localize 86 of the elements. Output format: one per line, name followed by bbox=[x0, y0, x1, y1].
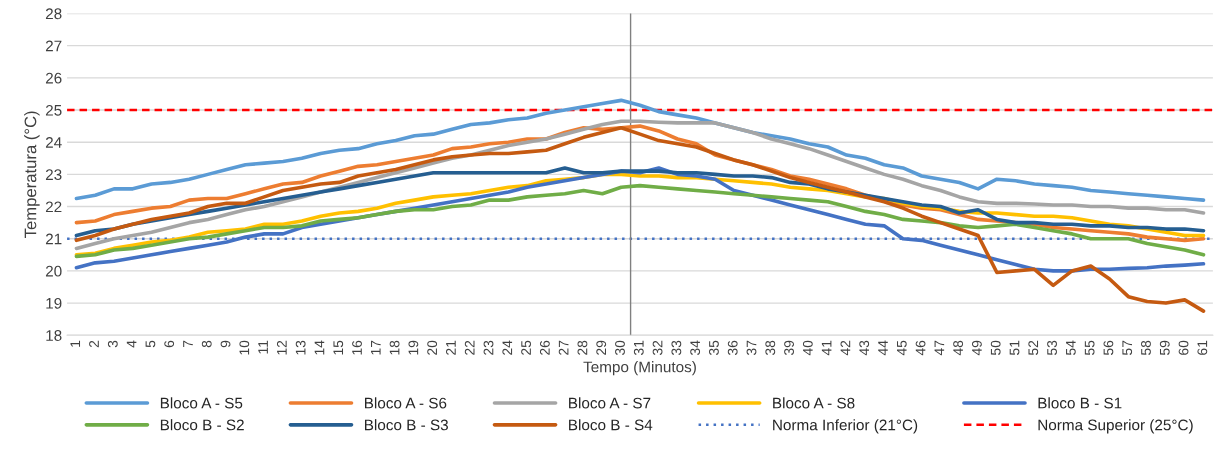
x-tick-label: 31 bbox=[633, 340, 644, 356]
y-tick-label: 25 bbox=[45, 104, 62, 116]
x-tick-label: 26 bbox=[539, 340, 550, 355]
x-tick-label: 41 bbox=[821, 340, 832, 356]
x-tick-label: 56 bbox=[1103, 340, 1114, 355]
x-tick-label: 21 bbox=[446, 340, 456, 355]
x-tick-label: 5 bbox=[145, 340, 156, 348]
x-tick-label: 18 bbox=[389, 340, 400, 355]
x-tick-label: 46 bbox=[915, 340, 926, 356]
x-axis-title: Tempo (Minutos) bbox=[583, 361, 696, 376]
legend-label: Bloco A - S8 bbox=[773, 397, 855, 409]
legend-label: Norma Inferior (21°C) bbox=[773, 419, 918, 434]
x-tick-label: 40 bbox=[802, 340, 813, 356]
y-tick-label: 20 bbox=[45, 265, 62, 277]
x-tick-label: 42 bbox=[840, 340, 851, 356]
x-tick-label: 23 bbox=[483, 340, 494, 355]
x-tick-label: 38 bbox=[765, 340, 776, 356]
y-tick-label: 23 bbox=[45, 169, 62, 181]
x-tick-label: 27 bbox=[558, 340, 569, 355]
x-tick-label: 25 bbox=[521, 340, 531, 355]
x-tick-label: 53 bbox=[1047, 340, 1057, 355]
x-tick-label: 47 bbox=[934, 340, 945, 356]
x-tick-label: 52 bbox=[1028, 340, 1039, 355]
x-tick-label: 10 bbox=[239, 340, 250, 355]
y-tick-label: 28 bbox=[45, 8, 62, 20]
legend-label: Bloco A - S7 bbox=[569, 397, 651, 409]
y-tick-label: 19 bbox=[46, 297, 62, 309]
x-tick-label: 12 bbox=[276, 340, 287, 355]
x-tick-label: 54 bbox=[1066, 340, 1076, 355]
x-tick-label: 9 bbox=[220, 340, 231, 348]
x-tick-label: 8 bbox=[201, 340, 212, 348]
x-tick-label: 39 bbox=[784, 340, 794, 356]
x-tick-label: 45 bbox=[897, 340, 907, 356]
x-tick-label: 43 bbox=[859, 340, 870, 356]
x-tick-label: 20 bbox=[427, 340, 438, 355]
line-series bbox=[74, 125, 1206, 313]
x-tick-label: 35 bbox=[709, 340, 719, 356]
x-tick-label: 15 bbox=[333, 340, 344, 355]
x-tick-label: 7 bbox=[183, 340, 193, 348]
x-tick-label: 61 bbox=[1197, 340, 1208, 355]
x-tick-label: 30 bbox=[615, 340, 625, 356]
line-series bbox=[74, 98, 1206, 202]
x-tick-label: 37 bbox=[746, 340, 757, 356]
y-tick-label: 26 bbox=[45, 72, 62, 84]
x-tick-label: 44 bbox=[878, 340, 888, 356]
x-tick-label: 14 bbox=[314, 340, 325, 355]
y-axis-title: Temperatura (°C) bbox=[24, 111, 40, 238]
x-tick-label: 6 bbox=[164, 340, 175, 348]
legend-label: Bloco A - S6 bbox=[364, 397, 447, 409]
x-tick-label: 34 bbox=[690, 340, 701, 356]
legend-label: Bloco B - S4 bbox=[569, 419, 653, 431]
x-tick-label: 1 bbox=[70, 340, 81, 347]
x-tick-label: 28 bbox=[577, 340, 588, 355]
x-tick-label: 2 bbox=[89, 340, 99, 348]
x-tick-label: 17 bbox=[371, 340, 381, 355]
x-tick-label: 51 bbox=[1009, 340, 1020, 355]
legend-label: Bloco B - S2 bbox=[160, 419, 244, 431]
legend-label: Bloco B - S3 bbox=[364, 419, 448, 431]
x-tick-label: 29 bbox=[596, 340, 607, 355]
x-tick-label: 57 bbox=[1122, 340, 1133, 355]
x-tick-label: 11 bbox=[258, 340, 268, 354]
x-tick-label: 36 bbox=[727, 340, 738, 356]
x-tick-label: 24 bbox=[502, 340, 513, 355]
x-tick-label: 3 bbox=[107, 340, 118, 348]
x-tick-label: 55 bbox=[1084, 340, 1095, 355]
x-tick-label: 19 bbox=[408, 340, 419, 355]
x-tick-label: 60 bbox=[1178, 340, 1189, 355]
x-tick-label: 58 bbox=[1141, 340, 1151, 355]
x-tick-label: 33 bbox=[671, 340, 682, 356]
x-tick-label: 49 bbox=[971, 340, 982, 356]
x-tick-label: 4 bbox=[126, 340, 137, 348]
y-tick-label: 21 bbox=[45, 233, 62, 245]
legend-label: Bloco A - S5 bbox=[160, 397, 243, 409]
legend-label: Norma Superior (25°C) bbox=[1038, 419, 1193, 434]
x-tick-label: 59 bbox=[1159, 340, 1170, 355]
x-tick-label: 22 bbox=[464, 340, 475, 355]
x-tick-label: 48 bbox=[953, 340, 964, 356]
y-tick-label: 24 bbox=[45, 137, 62, 148]
x-tick-label: 16 bbox=[352, 340, 362, 355]
y-tick-label: 18 bbox=[46, 330, 62, 341]
x-tick-label: 32 bbox=[652, 340, 663, 356]
x-tick-label: 13 bbox=[295, 340, 306, 355]
y-tick-label: 22 bbox=[45, 201, 62, 213]
y-tick-label: 27 bbox=[45, 40, 62, 52]
legend-label: Bloco B - S1 bbox=[1038, 397, 1122, 409]
x-tick-label: 50 bbox=[990, 340, 1001, 355]
